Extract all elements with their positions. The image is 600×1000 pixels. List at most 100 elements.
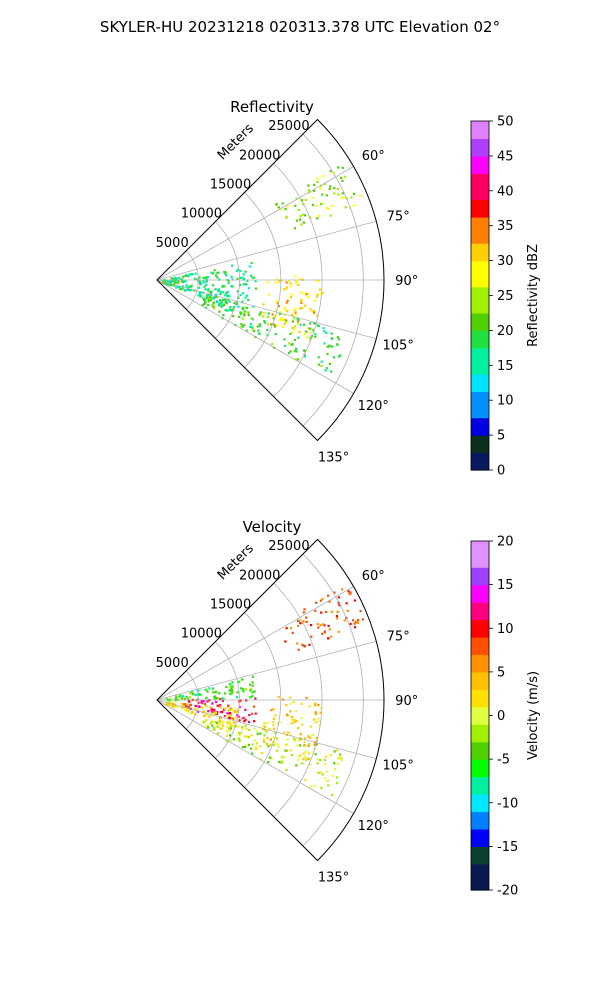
echo-gate [207,699,210,702]
echo-gate [214,700,218,704]
echo-gate [201,304,204,307]
echo-gate [219,727,222,730]
echo-gate [224,271,227,274]
echo-gate [284,321,288,324]
angular-tick-label: 60° [362,149,385,164]
echo-gate [292,721,295,724]
colorbar-segment [471,374,489,384]
echo-gate [210,720,213,723]
echo-gate [215,712,219,715]
echo-gate [317,703,320,707]
echo-gate [250,712,254,715]
colorbar-segment [471,129,489,140]
colorbar-segment [471,216,489,227]
echo-gate [183,698,186,701]
echo-gate [305,293,308,296]
echo-gate [262,312,265,315]
colorbar-tick-label: 30 [497,254,514,269]
echo-gate [215,301,219,304]
echo-gate [275,738,278,741]
echo-gate [254,746,257,749]
echo-gate [208,295,211,299]
echo-gate [264,725,267,728]
echo-gate [251,691,254,694]
echo-gate [197,710,200,713]
echo-gate [246,279,249,282]
echo-gate [315,204,318,207]
echo-gate [212,284,215,287]
echo-gate [297,358,300,361]
echo-gate [287,280,290,283]
echo-gate [259,758,262,761]
echo-gate [270,343,274,346]
echo-gate [323,330,326,333]
echo-gate [244,310,247,313]
echo-gate [248,720,251,724]
echo-gate [231,681,234,684]
echo-gate [325,367,328,370]
echo-gate [343,619,346,622]
echo-gate [262,740,266,743]
radial-tick-label: 10000 [181,627,222,642]
echo-gate [218,304,221,307]
colorbar-segment [471,706,489,717]
angular-tick-label: 60° [362,569,385,584]
echo-gate [221,710,224,714]
echo-gate [325,770,328,773]
radial-tick-label: 5000 [156,236,189,251]
echo-gate [242,716,245,719]
echo-gate [311,733,314,737]
echo-gate [326,345,329,348]
echo-gate [187,709,190,712]
colorbar-segment [471,260,489,270]
echo-gate [340,196,343,199]
colorbar-segment [471,295,489,305]
echo-gate [236,290,239,293]
echo-gate [172,279,175,282]
echo-gate [308,339,311,342]
echo-gate [233,302,236,305]
echo-gate [296,642,299,645]
echo-gate [249,322,252,325]
echo-gate [179,694,182,697]
echo-gate [241,717,244,720]
echo-gate [180,697,183,700]
echo-gate [203,281,206,284]
echo-gate [252,329,256,333]
echo-gate [193,289,196,292]
echo-gate [243,720,246,723]
echo-gate [276,749,279,752]
echo-gate [229,714,232,717]
echo-gate [299,278,302,281]
echo-gate [231,685,234,688]
echo-gate [228,721,231,724]
echo-gate [320,611,323,614]
echo-gate [210,708,213,711]
colorbar-segment [471,278,489,288]
echo-gate [346,609,349,612]
echo-gate [267,312,270,315]
echo-gate [204,297,207,300]
echo-gate [221,697,224,700]
echo-gate [176,277,179,281]
echo-gate [197,705,200,708]
echo-gate [269,743,272,746]
echo-gate [239,699,242,702]
echo-gate [316,623,319,626]
colorbar-segment [471,435,489,445]
echo-gate [185,709,188,712]
echo-gate [320,786,323,790]
echo-gate [244,270,247,273]
echo-gate [319,293,322,296]
panel-title: Reflectivity [230,98,314,116]
echo-gate [236,277,239,280]
echo-gate [327,594,330,597]
echo-gate [321,193,324,196]
colorbar-segment [471,558,489,568]
echo-gate [253,690,256,693]
colorbar-segment [471,663,489,673]
echo-gate [180,706,183,709]
echo-gate [249,325,252,328]
colorbar-segment [471,689,489,699]
echo-gate [287,731,290,734]
